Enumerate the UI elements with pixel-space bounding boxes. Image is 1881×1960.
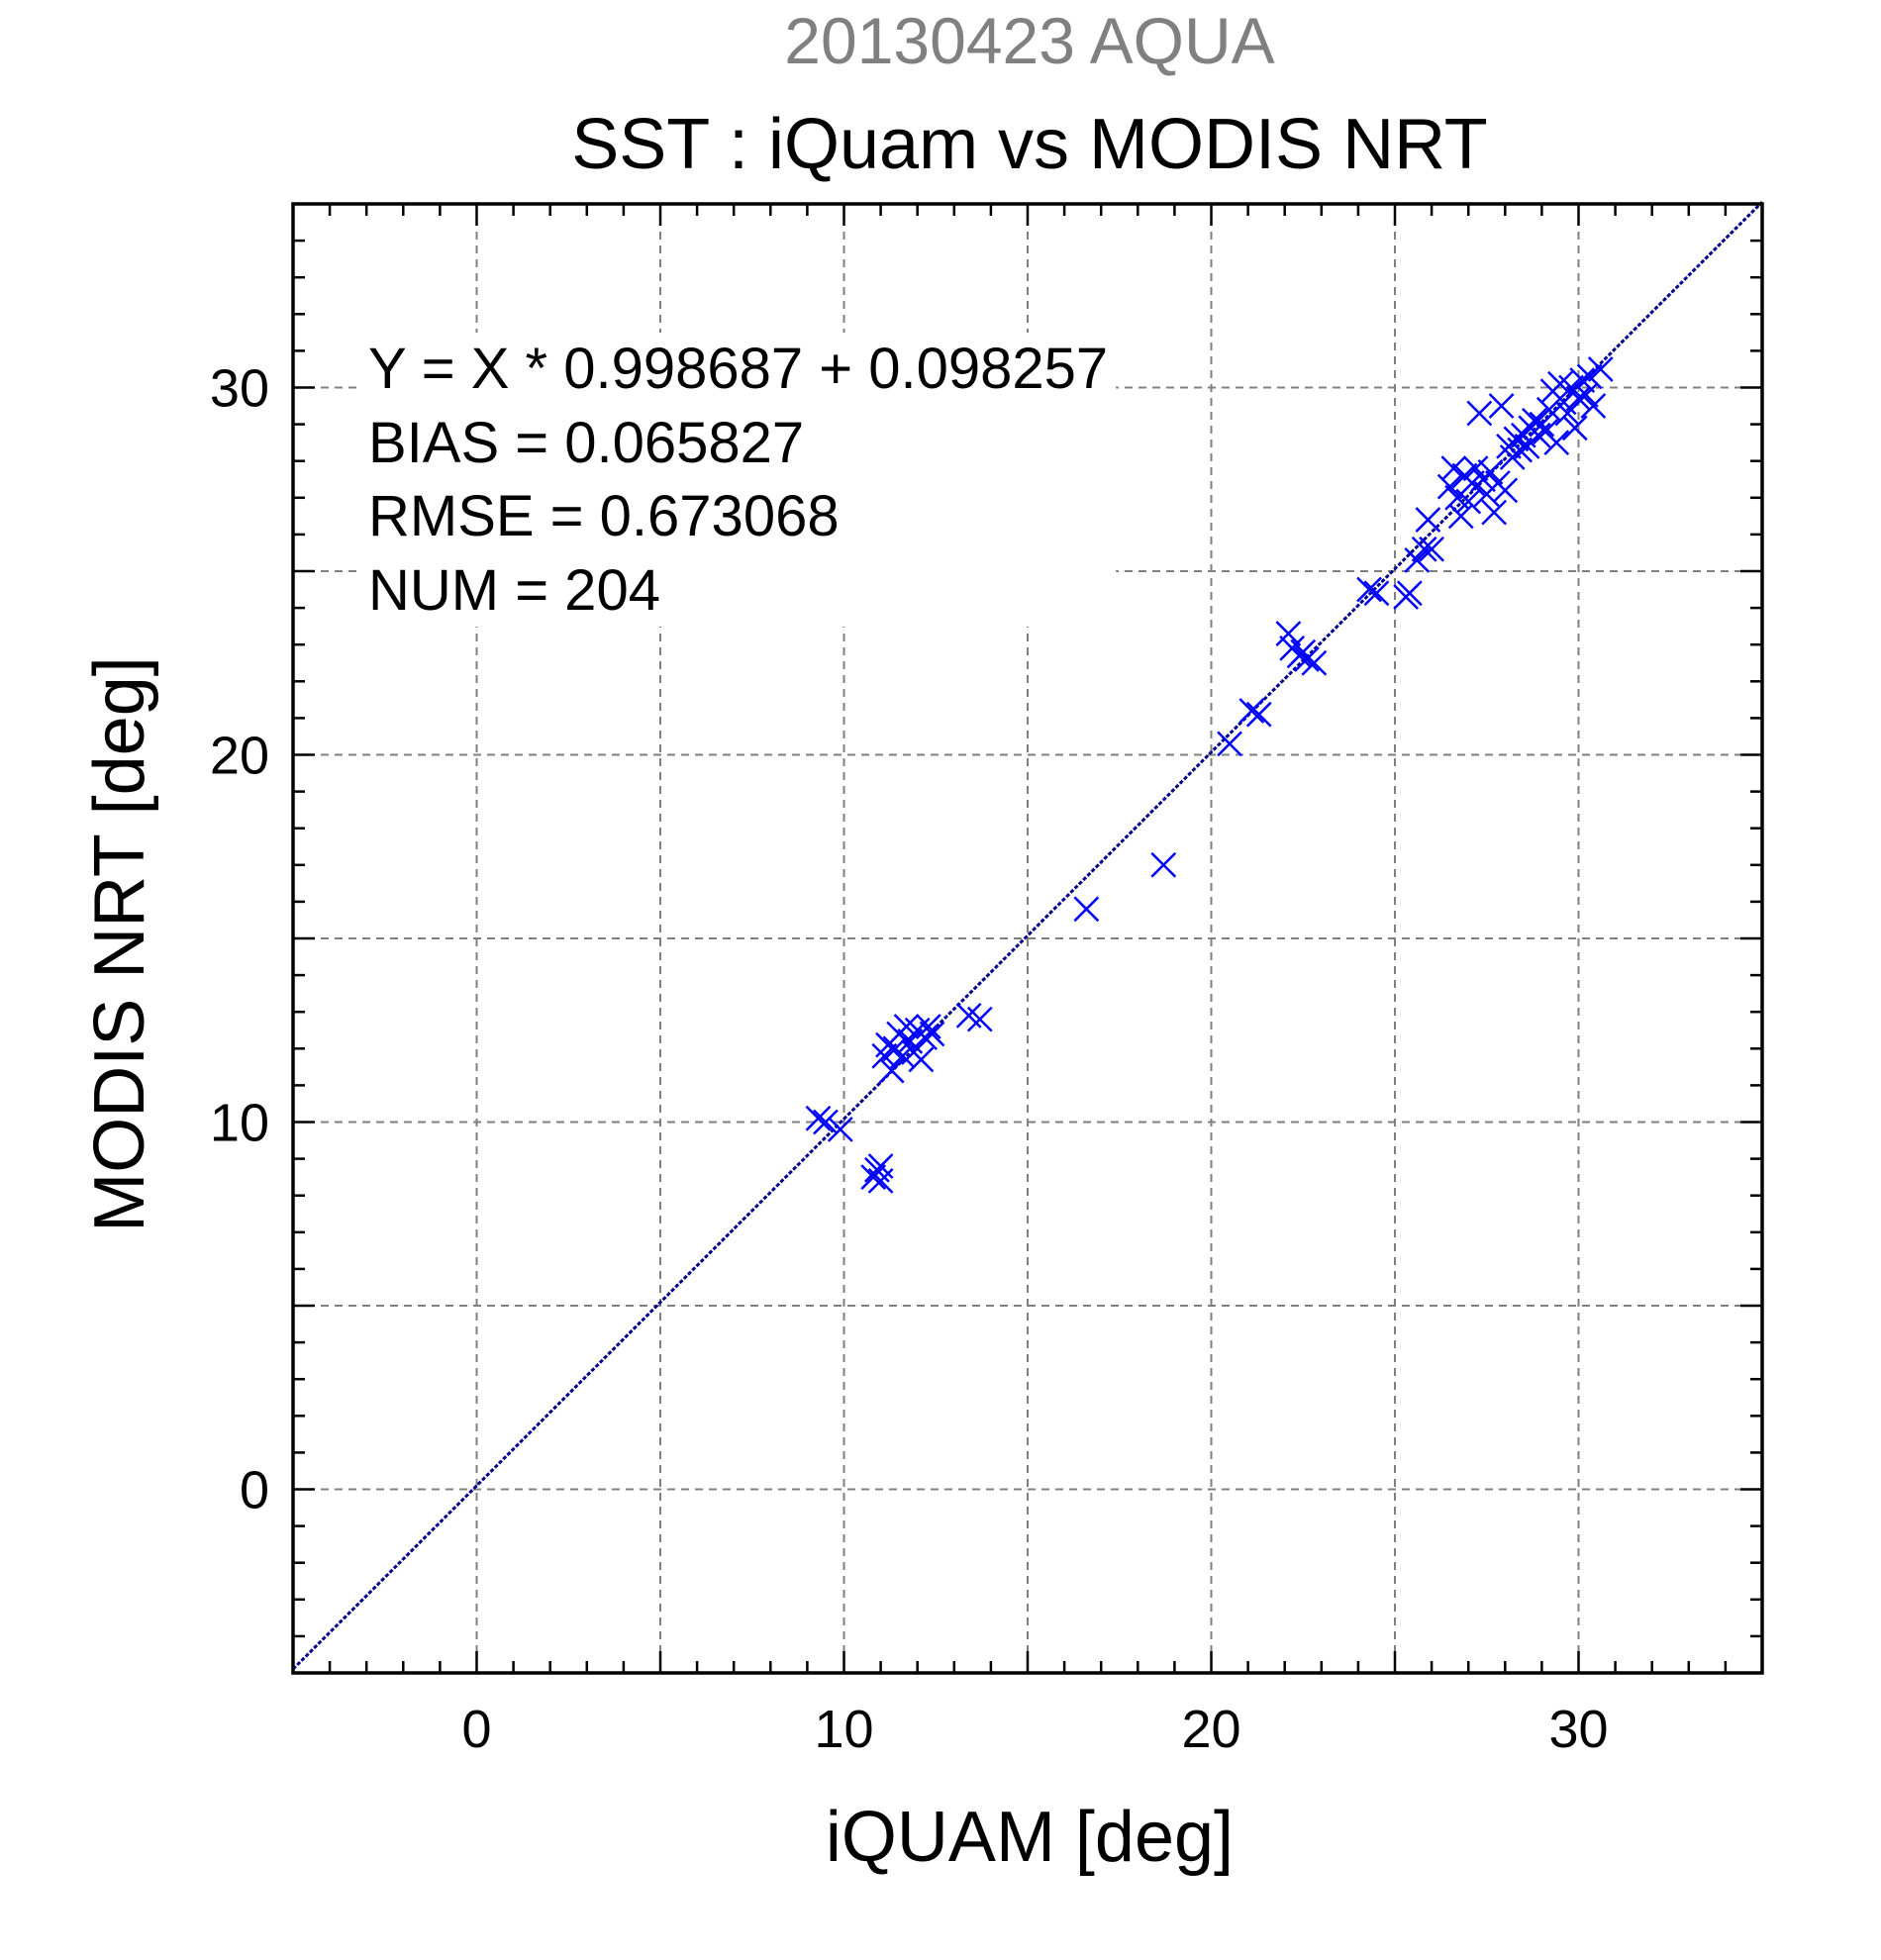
x-tick-label: 10 bbox=[814, 1700, 873, 1759]
chart-supertitle: 20130423 AQUA bbox=[784, 4, 1274, 77]
stat-regression: Y = X * 0.998687 + 0.098257 bbox=[368, 337, 1108, 401]
data-point bbox=[1481, 499, 1508, 526]
data-point bbox=[1580, 393, 1607, 419]
x-tick-label: 30 bbox=[1548, 1700, 1608, 1759]
x-tick-label: 0 bbox=[461, 1700, 491, 1759]
x-tick-label: 20 bbox=[1181, 1700, 1240, 1759]
data-point bbox=[1477, 458, 1504, 485]
axis-ticks bbox=[291, 202, 1764, 1675]
data-point bbox=[1440, 455, 1467, 482]
y-tick-label: 10 bbox=[210, 1094, 269, 1153]
data-point bbox=[1073, 896, 1100, 923]
data-point bbox=[1217, 731, 1242, 757]
data-point bbox=[827, 1117, 853, 1142]
y-axis-label: MODIS NRT [deg] bbox=[80, 656, 159, 1232]
data-point bbox=[1150, 851, 1177, 878]
data-point bbox=[1238, 698, 1265, 724]
data-point bbox=[1396, 580, 1423, 607]
data-point bbox=[1462, 455, 1489, 482]
data-point bbox=[1415, 507, 1441, 533]
data-point bbox=[1576, 363, 1603, 390]
data-point bbox=[1447, 503, 1474, 530]
plot-frame bbox=[291, 202, 1764, 1675]
data-points bbox=[805, 356, 1614, 1194]
statistics-box: Y = X * 0.998687 + 0.098257 BIAS = 0.065… bbox=[360, 333, 1117, 627]
data-point bbox=[1275, 621, 1302, 646]
data-point bbox=[1558, 374, 1584, 401]
data-point bbox=[1419, 536, 1444, 562]
tick-labels: 0 10 20 30 0 10 20 30 bbox=[210, 359, 1609, 1760]
stat-bias: BIAS = 0.065827 bbox=[368, 411, 804, 475]
data-point bbox=[1488, 393, 1515, 419]
data-point bbox=[878, 1057, 905, 1084]
x-axis-label: iQUAM [deg] bbox=[826, 1798, 1234, 1877]
data-point bbox=[1245, 701, 1272, 728]
data-point bbox=[805, 1105, 832, 1131]
y-tick-label: 0 bbox=[240, 1461, 269, 1520]
statistics-background bbox=[360, 333, 1117, 627]
data-point bbox=[1529, 411, 1555, 438]
data-point bbox=[908, 1046, 935, 1073]
data-point bbox=[867, 1153, 894, 1179]
grid-lines bbox=[293, 204, 1762, 1673]
data-point bbox=[919, 1021, 945, 1047]
data-point bbox=[1507, 437, 1534, 463]
data-point bbox=[1294, 646, 1320, 672]
data-point bbox=[1356, 576, 1382, 603]
y-tick-label: 30 bbox=[210, 359, 269, 419]
stat-rmse: RMSE = 0.673068 bbox=[368, 484, 840, 548]
data-point bbox=[813, 1109, 839, 1135]
data-point bbox=[1543, 430, 1570, 456]
y-tick-label: 20 bbox=[210, 727, 269, 786]
data-point bbox=[1363, 580, 1390, 607]
data-point bbox=[1404, 546, 1431, 573]
stat-num: NUM = 204 bbox=[368, 558, 660, 623]
data-point bbox=[1301, 649, 1328, 676]
data-point bbox=[966, 1006, 993, 1032]
data-point bbox=[1569, 367, 1596, 393]
chart-title: SST : iQuam vs MODIS NRT bbox=[571, 105, 1488, 184]
data-point bbox=[1466, 400, 1493, 427]
data-point bbox=[1492, 477, 1519, 504]
data-point bbox=[1587, 356, 1614, 382]
data-point bbox=[1411, 536, 1437, 562]
data-point bbox=[860, 1164, 887, 1191]
data-point bbox=[1561, 415, 1588, 441]
data-point bbox=[915, 1014, 941, 1039]
